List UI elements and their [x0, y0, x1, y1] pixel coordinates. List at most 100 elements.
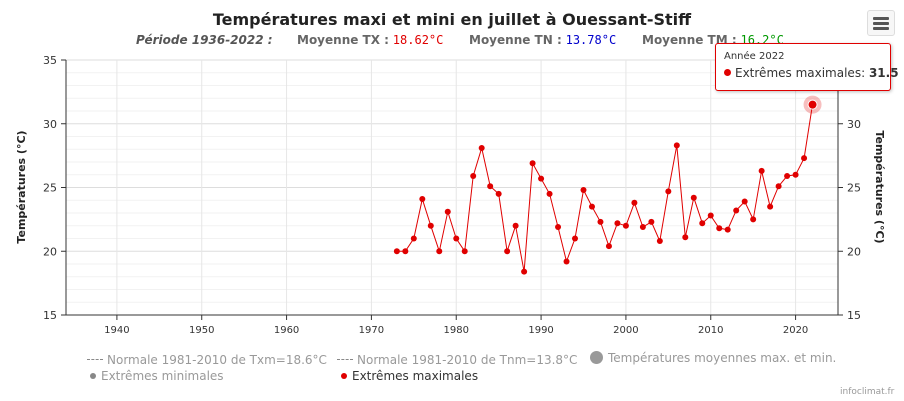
data-point	[487, 183, 494, 190]
mean-tn: Moyenne TN : 13.78°C	[469, 33, 616, 47]
data-point	[419, 195, 426, 202]
data-point	[427, 222, 434, 229]
circle-icon	[590, 351, 603, 364]
x-tick-label: 1950	[189, 325, 214, 336]
legend-item-mean-maxmin[interactable]: Températures moyennes max. et min.	[590, 351, 836, 365]
legend-label-normal-tn: Normale 1981-2010 de Tnm=13.8°C	[357, 353, 578, 367]
legend-label-mean-maxmin: Températures moyennes max. et min.	[608, 351, 837, 365]
data-point	[707, 212, 714, 219]
data-point	[758, 167, 765, 174]
mean-tx: Moyenne TX : 18.62°C	[297, 33, 443, 47]
highlighted-data-point	[807, 99, 818, 110]
dashed-line-icon	[337, 359, 353, 360]
menu-line-2	[873, 22, 889, 25]
mean-tm-label: Moyenne TM :	[642, 33, 737, 47]
data-point	[529, 160, 536, 167]
data-point	[622, 222, 629, 229]
tooltip-dot-icon	[724, 69, 731, 76]
x-tick-label: 1980	[444, 325, 469, 336]
data-point	[750, 216, 757, 223]
data-point	[792, 171, 799, 178]
y-tick-label-left: 35	[43, 54, 57, 67]
x-tick-label: 1940	[104, 325, 129, 336]
data-point	[580, 187, 587, 194]
y-axis-title-right: Températures (°C)	[873, 130, 886, 243]
data-point	[588, 203, 595, 210]
x-tick-label: 1960	[274, 325, 299, 336]
y-tick-label-left: 20	[43, 245, 57, 258]
menu-line-3	[873, 27, 889, 30]
mean-tx-label: Moyenne TX :	[297, 33, 389, 47]
y-tick-label-right: 15	[847, 309, 861, 322]
y-tick-label-right: 20	[847, 245, 861, 258]
period-label: Période 1936-2022 :	[136, 33, 273, 47]
legend-label-ext-min: Extrêmes minimales	[101, 369, 224, 383]
x-tick-label: 2000	[613, 325, 638, 336]
x-tick-label: 1970	[359, 325, 384, 336]
tooltip-value: 31.5	[868, 66, 899, 80]
data-point	[546, 190, 553, 197]
data-point	[512, 222, 519, 229]
data-point	[470, 173, 477, 180]
data-point	[555, 224, 562, 231]
data-point	[656, 238, 663, 245]
legend-label-ext-max: Extrêmes maximales	[352, 369, 479, 383]
legend-item-ext-min[interactable]: Extrêmes minimales	[90, 369, 224, 383]
data-point	[648, 218, 655, 225]
legend-label-normal-tx: Normale 1981-2010 de Txm=18.6°C	[107, 353, 327, 367]
mean-tn-value: 13.78°C	[565, 33, 617, 47]
dashed-line-icon	[87, 359, 103, 360]
y-tick-label-left: 30	[43, 118, 57, 131]
data-point	[538, 175, 545, 182]
data-point	[495, 190, 502, 197]
y-tick-label-left: 15	[43, 309, 57, 322]
legend-item-normal-tx[interactable]: Normale 1981-2010 de Txm=18.6°C	[87, 353, 327, 367]
data-point	[801, 155, 808, 162]
data-point	[784, 173, 791, 180]
data-point	[741, 198, 748, 205]
data-point	[461, 248, 468, 255]
legend-item-normal-tn[interactable]: Normale 1981-2010 de Tnm=13.8°C	[337, 353, 577, 367]
data-point	[436, 248, 443, 255]
chart-menu-button[interactable]	[867, 10, 895, 36]
data-point	[639, 224, 646, 231]
dot-icon	[90, 373, 96, 379]
y-axis-title-left: Températures (°C)	[15, 130, 28, 243]
mean-tx-value: 18.62°C	[392, 33, 444, 47]
legend-item-ext-max[interactable]: Extrêmes maximales	[341, 369, 478, 383]
tooltip-line: Extrêmes maximales: 31.5	[724, 66, 899, 80]
data-point	[690, 194, 697, 201]
red-dot-icon	[341, 373, 347, 379]
data-point	[767, 203, 774, 210]
data-point	[597, 218, 604, 225]
credit-text[interactable]: infoclimat.fr	[840, 387, 895, 397]
data-point	[572, 235, 579, 242]
chart-legend: Normale 1981-2010 de Txm=18.6°C Normale …	[0, 350, 904, 390]
point-tooltip: Année 2022 Extrêmes maximales: 31.5	[715, 43, 899, 91]
data-point	[716, 225, 723, 232]
data-point	[521, 268, 528, 275]
tooltip-year: Année 2022	[724, 51, 785, 62]
data-point	[665, 188, 672, 195]
x-tick-label: 1990	[528, 325, 553, 336]
data-point	[682, 234, 689, 241]
data-point	[410, 235, 417, 242]
data-point	[393, 248, 400, 255]
menu-line-1	[873, 17, 889, 20]
tooltip-series: Extrêmes maximales:	[735, 66, 866, 80]
data-point	[478, 144, 485, 151]
data-point	[504, 248, 511, 255]
y-tick-label-right: 25	[847, 182, 861, 195]
x-tick-label: 2020	[783, 325, 808, 336]
chart-title: Températures maxi et mini en juillet à O…	[212, 10, 692, 29]
data-point	[614, 220, 621, 227]
data-point	[733, 207, 740, 214]
data-point	[724, 226, 731, 233]
data-point	[605, 243, 612, 250]
y-tick-label-left: 25	[43, 182, 57, 195]
data-point	[563, 258, 570, 265]
y-tick-label-right: 30	[847, 118, 861, 131]
data-point	[402, 248, 409, 255]
